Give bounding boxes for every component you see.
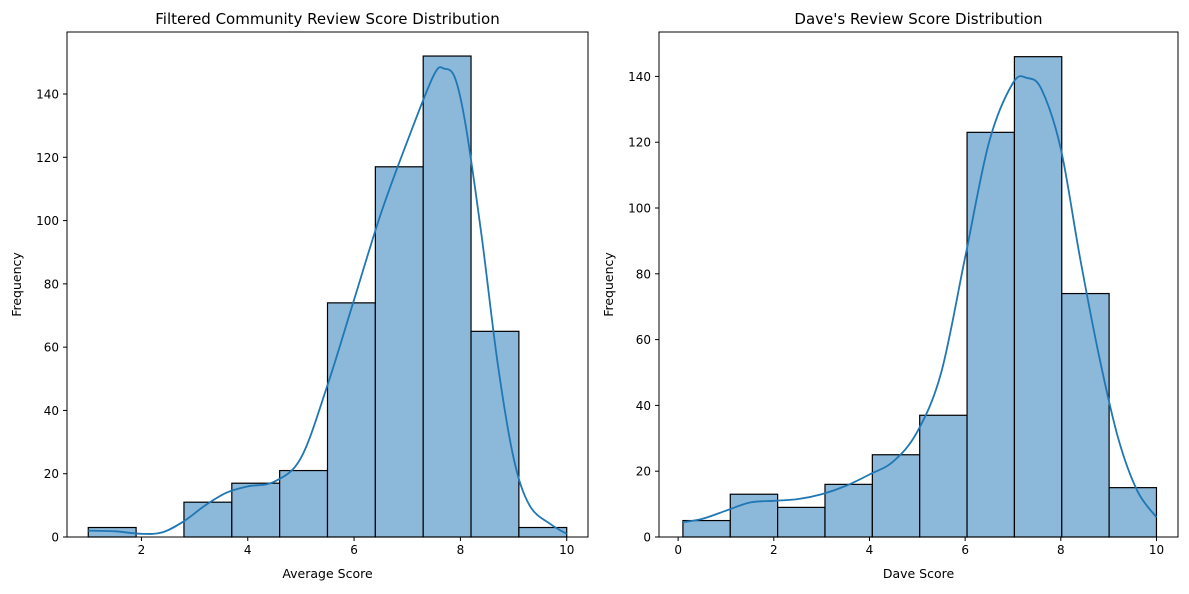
y-tick-label: 100 — [628, 202, 651, 216]
y-tick-label: 20 — [636, 465, 651, 479]
histogram-bar — [919, 414, 968, 538]
histogram-bar — [470, 330, 520, 538]
y-tick-label: 60 — [636, 333, 651, 347]
y-tick-label: 120 — [628, 136, 651, 150]
y-tick-label: 0 — [643, 531, 651, 545]
kde-line — [88, 66, 568, 535]
histogram-bar — [374, 166, 424, 538]
axes-frame — [658, 31, 1179, 538]
y-tick-label: 0 — [51, 531, 59, 545]
x-tick-label: 8 — [1057, 543, 1065, 557]
x-tick-label: 2 — [138, 543, 146, 557]
x-tick-label: 4 — [866, 543, 874, 557]
histogram-bar — [682, 519, 731, 538]
histogram-bar — [326, 302, 376, 538]
x-tick-label: 6 — [350, 543, 358, 557]
kde-line — [682, 75, 1158, 524]
x-tick-label: 6 — [961, 543, 969, 557]
y-axis-label: Frequency — [601, 252, 616, 317]
y-tick-label: 80 — [44, 277, 59, 291]
y-tick-label: 20 — [44, 467, 59, 481]
axes-frame — [66, 31, 589, 538]
histogram-bar — [1061, 292, 1110, 538]
y-tick-label: 60 — [44, 341, 59, 355]
x-tick-label: 8 — [457, 543, 465, 557]
y-tick-label: 140 — [628, 70, 651, 84]
x-tick-label: 4 — [244, 543, 252, 557]
histogram-bar — [824, 483, 873, 538]
histogram-bar — [279, 469, 329, 538]
chart-title: Dave's Review Score Distribution — [794, 10, 1042, 28]
y-axis-label: Frequency — [9, 252, 24, 317]
histogram-bar — [1108, 487, 1158, 538]
y-tick-label: 140 — [36, 88, 59, 102]
x-tick-label: 2 — [770, 543, 778, 557]
x-tick-label: 10 — [1149, 543, 1164, 557]
x-tick-label: 0 — [674, 543, 682, 557]
histogram-bar — [231, 482, 281, 538]
x-axis-label: Dave Score — [883, 566, 955, 581]
histogram-bar — [871, 454, 921, 538]
y-tick-label: 40 — [636, 399, 651, 413]
y-tick-label: 40 — [44, 404, 59, 418]
histogram-bar — [422, 55, 472, 538]
x-tick-label: 10 — [559, 543, 574, 557]
histogram-bar — [777, 506, 826, 538]
y-tick-label: 120 — [36, 151, 59, 165]
histogram-bar — [966, 131, 1016, 538]
y-tick-label: 80 — [636, 267, 651, 281]
histogram-bar — [183, 501, 233, 538]
x-axis-label: Average Score — [282, 566, 373, 581]
y-tick-label: 100 — [36, 214, 59, 228]
chart-title: Filtered Community Review Score Distribu… — [155, 10, 500, 28]
histogram-bar — [1013, 56, 1063, 538]
